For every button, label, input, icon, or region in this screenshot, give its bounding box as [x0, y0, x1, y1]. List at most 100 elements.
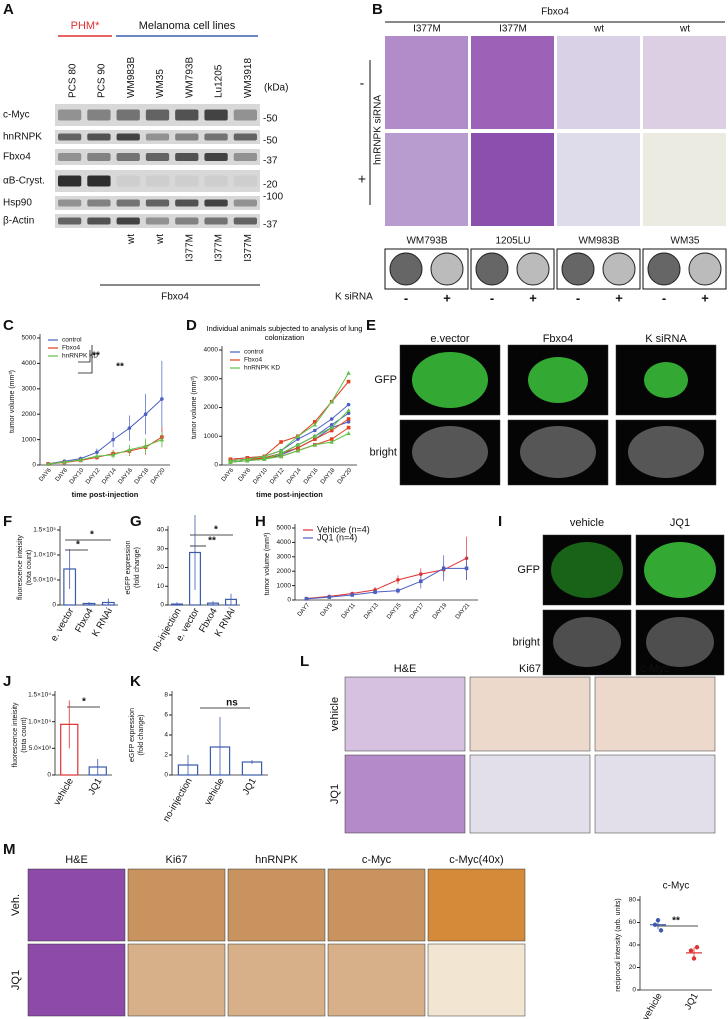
- column-label: H&E: [394, 663, 417, 675]
- row-sign: +: [358, 171, 366, 187]
- x-tick-label: DAY11: [341, 602, 358, 620]
- marker: [346, 370, 351, 375]
- colony-label: WM983B: [578, 236, 619, 247]
- lane-label: WM983B: [126, 57, 137, 98]
- blot-band: [58, 217, 82, 225]
- blot-band: [145, 133, 170, 141]
- image: [327, 868, 426, 942]
- y-tick-label: 2000: [22, 411, 37, 418]
- y-tick-label: 1.0×10⁵: [33, 552, 56, 559]
- image: [427, 943, 526, 1017]
- marker: [329, 437, 334, 441]
- y-tick-label: 4000: [22, 360, 37, 367]
- x-tick-label: DAY18: [320, 467, 337, 486]
- y-axis-label: (fold change): [134, 547, 141, 588]
- y-axis-label: (tota count): [26, 550, 33, 585]
- column-label: c-Myc(40x): [449, 854, 503, 866]
- blot-band: [58, 199, 82, 207]
- marker: [127, 426, 132, 430]
- x-tick-label: JQ1: [683, 991, 701, 1012]
- annotation: **: [116, 362, 124, 373]
- blot-band: [58, 109, 82, 121]
- y-tick-label: 10: [157, 583, 165, 590]
- y-tick-label: 5.0×10³: [29, 745, 52, 752]
- colony-sign: -: [662, 290, 666, 305]
- blot-band: [87, 199, 111, 207]
- image: [327, 943, 426, 1017]
- x-tick-label: DAY16: [118, 467, 135, 486]
- image: [127, 868, 226, 942]
- marker: [346, 379, 351, 384]
- marker: [346, 431, 351, 436]
- kda-label: -20: [263, 180, 278, 191]
- image: [27, 943, 126, 1017]
- organ: [412, 352, 488, 408]
- organ: [646, 617, 714, 667]
- marker: [329, 439, 334, 444]
- x-tick-label: vehicle: [640, 991, 664, 1019]
- x-tick-label: vehicle: [52, 776, 76, 807]
- series-line: [306, 557, 467, 600]
- column-label: I377M: [499, 24, 527, 35]
- point: [688, 948, 694, 953]
- colony-dish: [688, 252, 722, 286]
- annotation: *: [76, 540, 80, 551]
- blot-band: [204, 109, 228, 121]
- annotation: **: [672, 916, 680, 927]
- column-label: Fbxo4: [543, 333, 574, 345]
- x-axis-label: time post-injection: [256, 490, 323, 499]
- colony-sign: -: [404, 290, 408, 305]
- colony-sign: -: [576, 290, 580, 305]
- axis: [59, 526, 118, 606]
- x-tick-label: no-injection: [161, 776, 195, 824]
- image: [227, 868, 326, 942]
- column-label: wt: [593, 24, 604, 35]
- marker: [350, 593, 354, 597]
- bracket: [78, 345, 93, 374]
- invasion-image: [385, 133, 468, 226]
- y-tick-label: 40: [157, 527, 165, 534]
- marker: [346, 408, 351, 413]
- row-label: αB-Cryst.: [3, 176, 45, 187]
- y-tick-label: 2000: [277, 568, 292, 575]
- image: [344, 754, 466, 834]
- y-tick-label: 4: [164, 732, 168, 739]
- marker: [278, 448, 284, 453]
- series-line: [230, 432, 349, 463]
- marker: [295, 442, 301, 447]
- x-tick-label: DAY17: [409, 602, 426, 621]
- y-axis-label: tumor volume (mm³): [264, 532, 271, 595]
- marker: [159, 437, 165, 442]
- blot-band: [116, 217, 140, 225]
- x-tick-label: DAY10: [69, 467, 86, 486]
- organ: [644, 542, 716, 598]
- genotype-title: Fbxo4: [161, 292, 189, 303]
- row-label: JQ1: [10, 970, 22, 990]
- x-tick-label: DAY16: [303, 467, 320, 486]
- marker: [278, 451, 284, 456]
- legend-label: Fbxo4: [62, 345, 80, 352]
- genotype-label: I377M: [184, 234, 195, 262]
- row-label: c-Myc: [3, 110, 30, 121]
- panel-label: D: [186, 317, 197, 334]
- blot-band: [87, 133, 111, 141]
- panel-label: G: [130, 513, 142, 530]
- marker: [329, 425, 334, 430]
- bracket: [78, 350, 91, 363]
- marker: [313, 420, 317, 424]
- series-line: [230, 372, 349, 462]
- series-line: [48, 439, 163, 465]
- annotation: *: [90, 530, 94, 541]
- x-tick-label: DAY13: [363, 602, 380, 621]
- marker: [419, 579, 423, 584]
- y-tick-label: 80: [629, 897, 637, 904]
- blot-band: [233, 175, 257, 187]
- row-label: Hsp90: [3, 198, 32, 209]
- y-axis-label: tumor volume (mm³): [191, 376, 198, 439]
- x-tick-label: DAY15: [386, 602, 403, 621]
- colony-dish: [430, 252, 464, 286]
- legend-label: Vehicle (n=4): [317, 524, 370, 534]
- chart-title: c-Myc: [663, 881, 690, 892]
- panel-label: I: [498, 513, 502, 530]
- marker: [143, 412, 148, 417]
